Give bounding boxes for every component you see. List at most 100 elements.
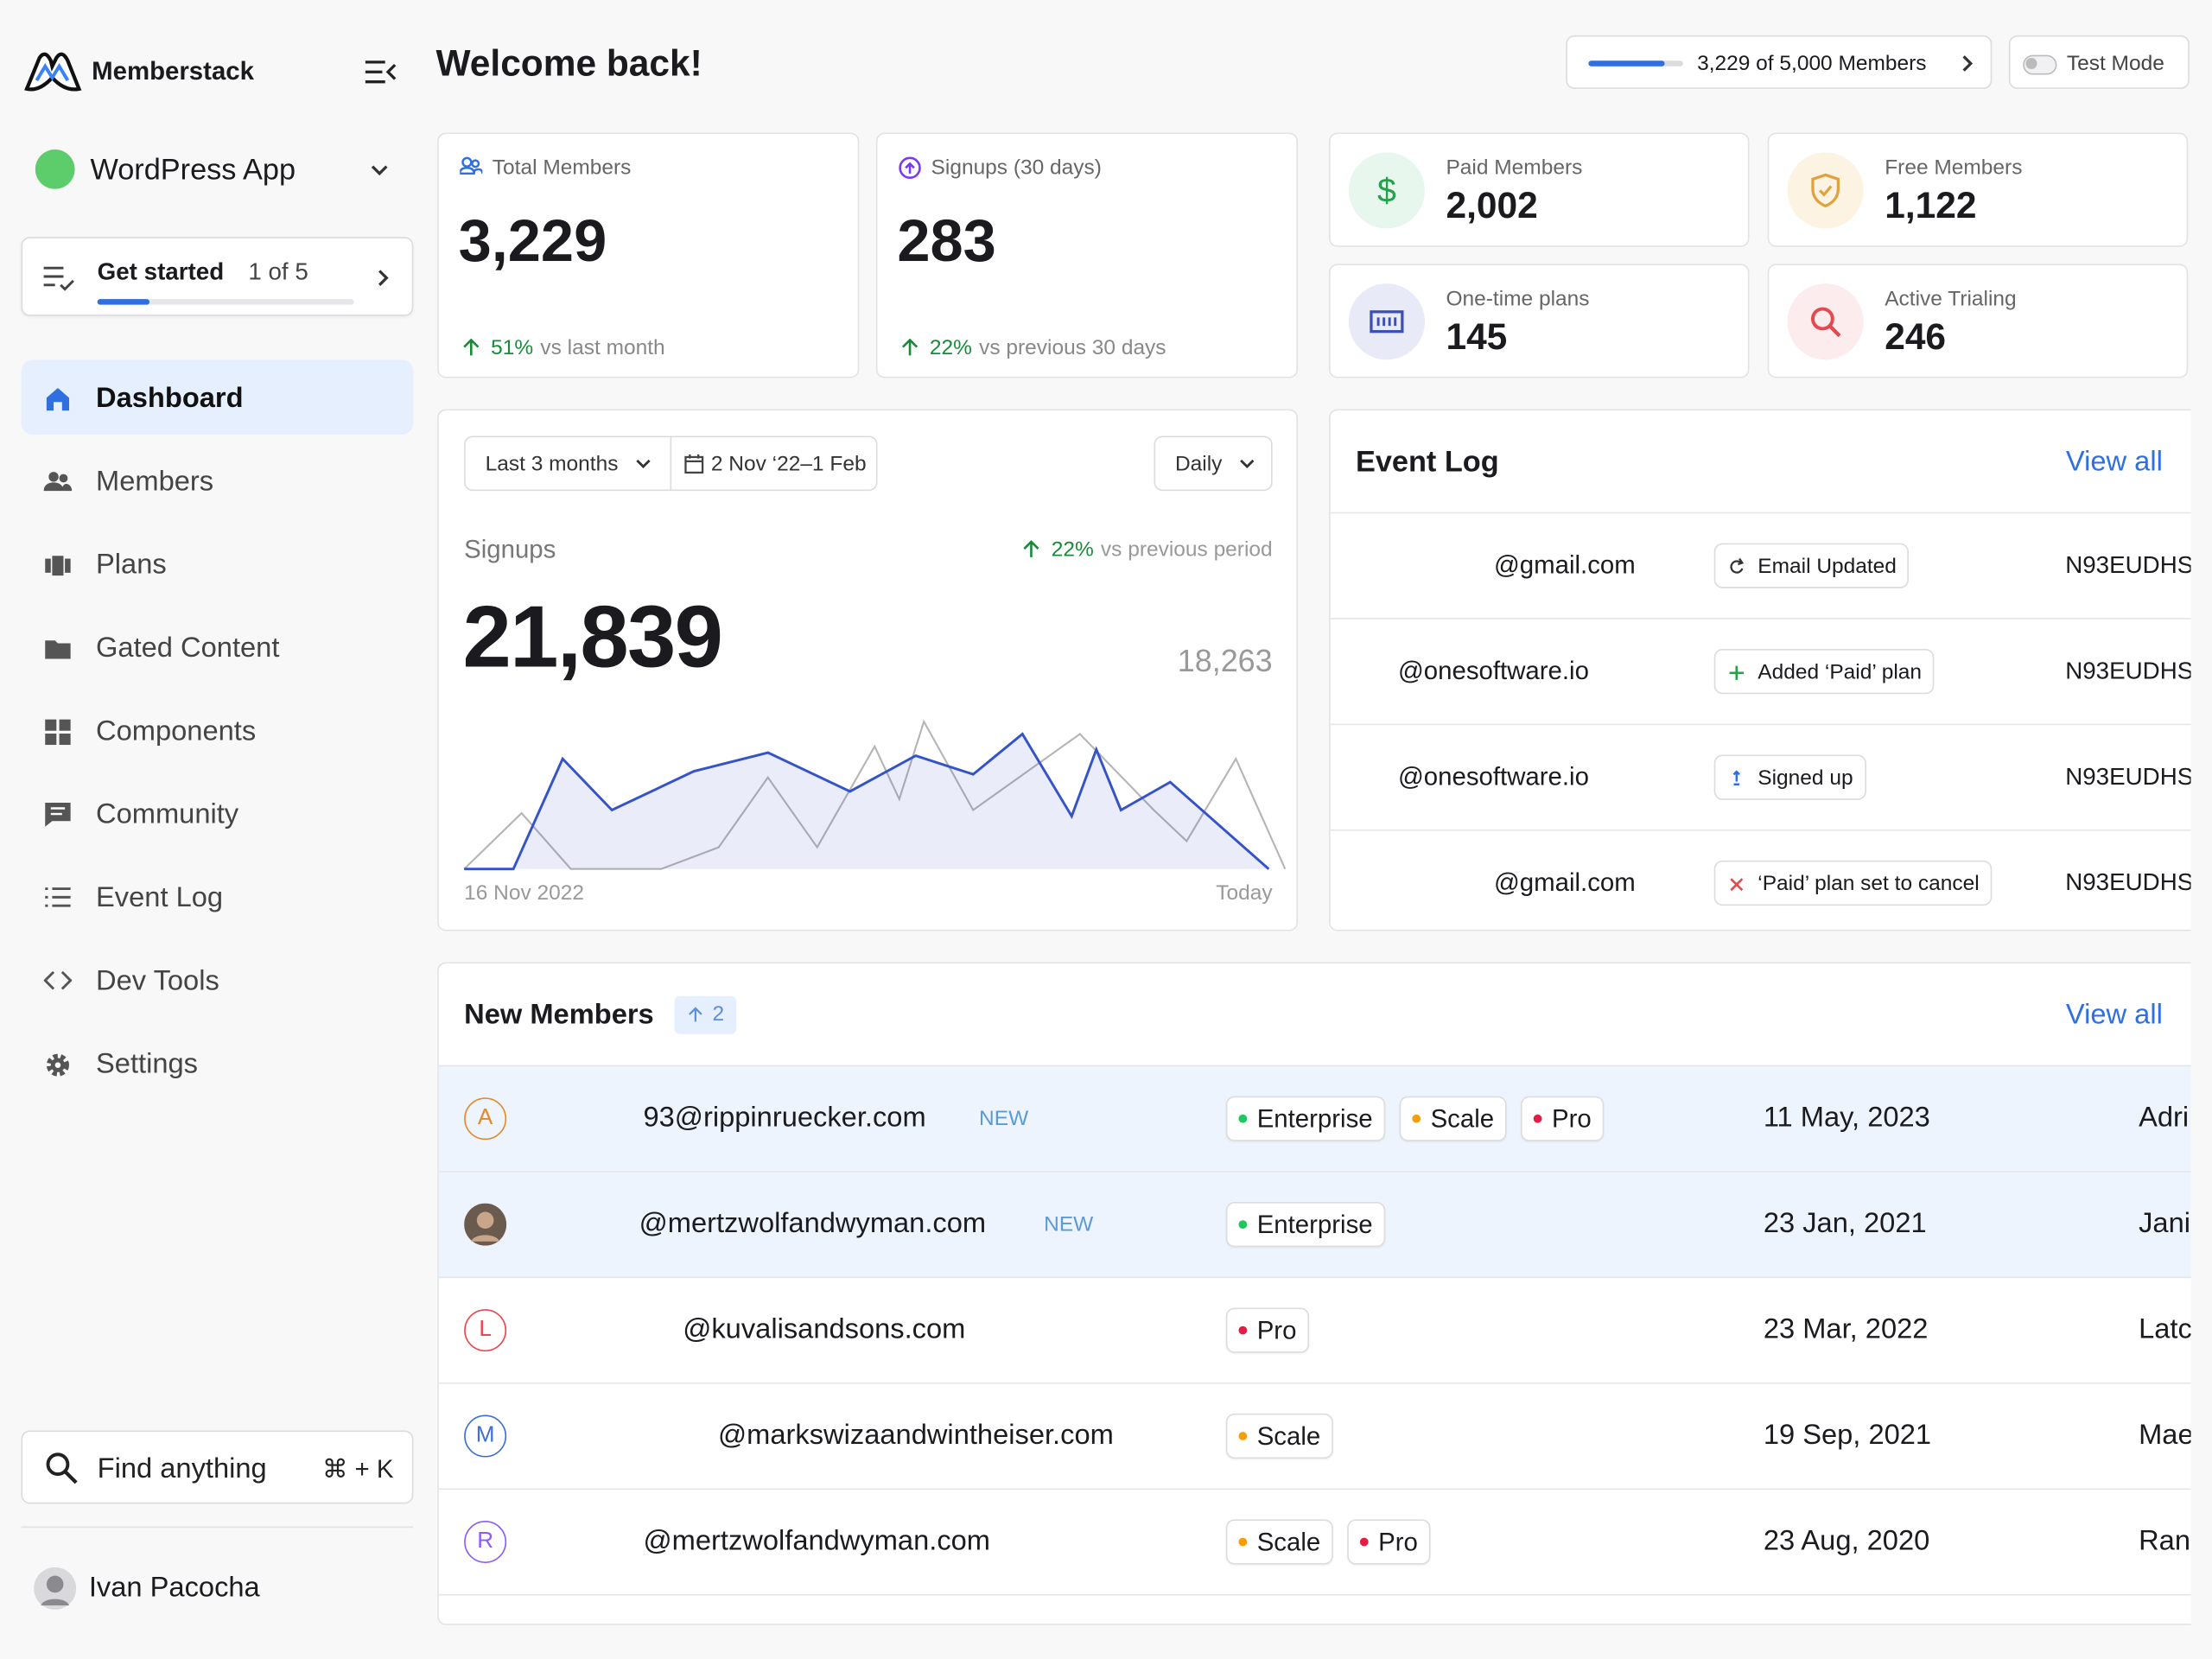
icon-shape <box>1378 317 1395 326</box>
plan-dot <box>1238 1220 1247 1229</box>
nav-icon <box>44 385 73 414</box>
icon-shape <box>45 720 56 731</box>
page-title: Welcome back! <box>435 41 702 86</box>
app-status-dot <box>35 149 75 189</box>
event-id: N93EUDHS <box>2065 869 2190 898</box>
event-name: Added ‘Paid’ plan <box>1758 659 1922 683</box>
icon-shape <box>45 734 56 745</box>
nav-item[interactable]: Components <box>96 716 256 749</box>
brand-name: Memberstack <box>92 57 254 86</box>
plan-list: Scale <box>1226 1414 2073 1459</box>
event-log-title: Event Log <box>1356 446 1499 480</box>
app-switcher[interactable] <box>368 159 391 181</box>
chevron <box>372 267 395 289</box>
event-email: @onesoftware.io <box>1398 657 1589 686</box>
nav-item[interactable]: Community <box>96 799 238 832</box>
nav-item[interactable]: Dev Tools <box>96 966 219 999</box>
toggle-knob <box>2025 58 2037 69</box>
search-shortcut: ⌘ + K <box>322 1455 393 1484</box>
member-email: 93@rippinruecker.com <box>643 1103 925 1135</box>
view-all-link[interactable]: View all <box>2066 447 2163 480</box>
icon-shape <box>460 168 482 174</box>
member-initial: A <box>478 1106 493 1131</box>
mini-stat-value: 145 <box>1446 315 1507 359</box>
icon-shape <box>27 54 79 90</box>
get-started-progress: 1 of 5 <box>248 258 308 287</box>
icon-shape <box>45 889 70 906</box>
plan-list: ScalePro <box>1226 1519 2073 1564</box>
row-divider <box>1331 724 2191 726</box>
icon-shape <box>372 167 386 174</box>
row-divider <box>439 1594 2191 1596</box>
nav-icon <box>44 468 73 497</box>
new-members-count: 2 <box>712 1002 724 1027</box>
member-date: 23 Mar, 2022 <box>1764 1314 1929 1347</box>
icon-shape <box>379 270 386 284</box>
nav-item[interactable]: Plans <box>96 550 167 582</box>
nav-item[interactable]: Members <box>96 467 213 499</box>
stat-change: 51% <box>491 335 533 359</box>
row-divider <box>439 1382 2191 1384</box>
usage-text: 3,229 of 5,000 Members <box>1697 52 1926 76</box>
plan-badge: Pro <box>1521 1096 1604 1141</box>
nav-item[interactable]: Settings <box>96 1049 198 1082</box>
plan-list: EnterpriseScalePro <box>1226 1096 2073 1141</box>
nav-item[interactable]: Event Log <box>96 882 223 915</box>
plan-badge: Pro <box>1347 1519 1430 1564</box>
new-members-title: New Members <box>464 1000 654 1033</box>
mini-stat-card: Active Trialing246 <box>1768 264 2189 378</box>
mini-stat-value: 246 <box>1885 315 1946 359</box>
member-photo <box>464 1204 506 1246</box>
member-avatar: L <box>464 1309 506 1351</box>
icon-shape <box>1371 312 1402 332</box>
nav-item[interactable]: Dashboard <box>96 383 244 416</box>
nav-icon <box>44 801 73 830</box>
member-date: 11 May, 2023 <box>1764 1103 1930 1135</box>
plan-dot <box>1238 1538 1247 1547</box>
member-email: @mertzwolfandwyman.com <box>643 1526 990 1559</box>
icon-shape <box>45 559 51 573</box>
row-divider <box>1331 512 2191 514</box>
search-label: Find anything <box>98 1453 267 1486</box>
row-divider <box>439 1488 2191 1490</box>
member-email: @markswizaandwintheiser.com <box>718 1420 1114 1452</box>
mini-stat-card: $Paid Members2,002 <box>1329 132 1750 246</box>
member-name: Jani <box>2139 1208 2190 1241</box>
stat-card: Signups (30 days)28322%vs previous 30 da… <box>876 132 1298 378</box>
plan-dot <box>1238 1432 1247 1440</box>
arrow-up <box>687 1006 704 1024</box>
stat-note: vs previous 30 days <box>979 335 1166 359</box>
mini-stat-value: 2,002 <box>1446 184 1537 228</box>
nav-item[interactable]: Gated Content <box>96 632 279 665</box>
search-button[interactable]: Find anything ⌘ + K <box>21 1431 413 1504</box>
usage-pill[interactable]: 3,229 of 5,000 Members <box>1566 35 1992 89</box>
checklist-icon <box>42 264 76 292</box>
get-started-card[interactable]: Get started1 of 5 <box>21 237 413 315</box>
mini-stat-card: One-time plans145 <box>1329 264 1750 378</box>
row-divider <box>439 1171 2191 1173</box>
event-badge: Added ‘Paid’ plan <box>1714 649 1935 694</box>
stat-change: 22% <box>930 335 972 359</box>
member-name: Latc <box>2139 1314 2190 1347</box>
member-initial: M <box>476 1423 495 1448</box>
collapse-menu-button[interactable] <box>364 60 397 85</box>
event-badge: ‘Paid’ plan set to cancel <box>1714 861 1993 906</box>
signups-chart <box>439 410 1298 931</box>
icon-shape <box>47 388 69 410</box>
test-mode-toggle[interactable]: Test Mode <box>2009 35 2190 89</box>
plan-dot <box>1238 1115 1247 1123</box>
member-avatar: A <box>464 1097 506 1140</box>
row-divider <box>439 1277 2191 1279</box>
nav-icon <box>44 635 73 664</box>
icon-shape <box>60 720 71 731</box>
icon-shape <box>44 268 73 289</box>
plan-name: Pro <box>1378 1527 1418 1556</box>
event-id: N93EUDHS <box>2065 763 2190 791</box>
mini-stat-icon <box>1367 302 1407 341</box>
view-all-link[interactable]: View all <box>2066 1000 2163 1033</box>
icon-shape <box>906 163 914 173</box>
usage-fill <box>1588 60 1664 67</box>
brand-logo <box>22 49 82 94</box>
user-avatar <box>34 1567 76 1610</box>
mini-stat-card: Free Members1,122 <box>1768 132 2189 246</box>
